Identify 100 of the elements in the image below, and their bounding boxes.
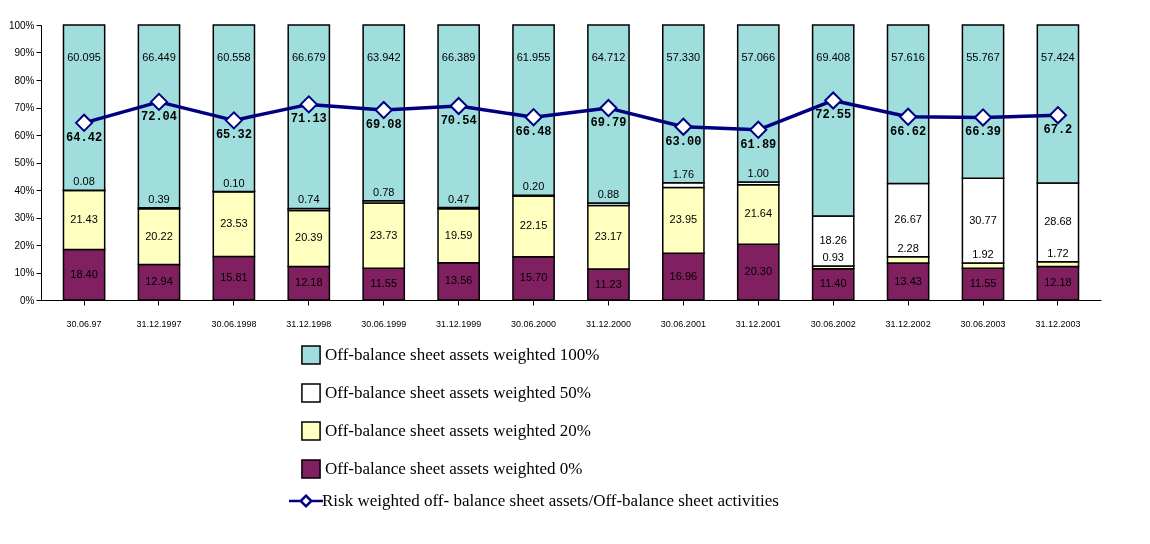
data-label: 0.47 [447,192,470,205]
data-label: 0.93 [822,251,844,264]
data-label: 0.88 [597,187,620,200]
y-tick-label: 90% [14,47,35,58]
y-tick-label: 0% [20,294,35,306]
y-tick-label: 80% [14,74,35,86]
x-tick-label: 31.12.1999 [436,318,482,329]
data-label: 11.40 [819,277,847,290]
data-label: 57.424 [1041,50,1075,63]
data-label: 0.08 [73,175,95,188]
data-label: 60.558 [217,51,251,64]
data-label: 66.62 [890,124,927,139]
data-label: 23.53 [220,217,248,230]
data-label: 18.26 [819,233,847,246]
data-label: 63.942 [366,50,401,63]
data-label: 64.712 [591,51,626,64]
data-label: 66.389 [441,50,476,63]
x-tick-label: 30.06.2001 [660,318,706,329]
data-label: 60.095 [67,50,101,63]
x-tick-label: 31.12.1998 [286,318,332,329]
data-label: 20.30 [744,265,773,278]
data-label: 11.55 [969,277,997,290]
data-label: 13.43 [894,274,922,287]
data-label: 67.2 [1043,123,1073,138]
data-label: 0.74 [298,193,320,206]
data-label: 11.23 [595,277,622,290]
y-tick-label: 30% [14,212,35,223]
data-label: 23.17 [594,230,623,243]
data-label: 13.56 [444,274,473,287]
data-label: 2.28 [897,241,919,254]
data-label: 1.00 [747,166,769,179]
x-tick-label: 31.12.2002 [885,318,931,329]
data-label: 19.59 [444,228,473,241]
data-label: 18.40 [70,267,98,280]
data-label: 15.81 [220,271,248,284]
data-label: 69.08 [365,118,402,133]
data-label: 0.39 [148,192,170,205]
data-label: 70.54 [440,114,477,129]
y-tick-label: 70% [14,102,35,113]
data-label: 66.679 [291,51,326,64]
x-tick-label: 31.12.2000 [585,318,631,329]
y-tick-label: 100% [8,19,35,31]
y-tick-label: 20% [14,239,35,251]
data-label: 26.67 [894,213,922,226]
x-tick-label: 30.06.97 [66,318,102,329]
data-label: 20.22 [145,229,173,242]
y-tick-label: 60% [14,129,35,141]
data-label: 57.616 [891,51,925,64]
data-label: 11.55 [370,277,398,290]
x-tick-label: 30.06.2002 [810,318,856,329]
data-label: 61.955 [516,50,551,63]
data-label: 0.10 [223,176,245,189]
y-tick-label: 10% [14,267,35,278]
data-label: 57.330 [666,51,701,63]
data-label: 57.066 [741,50,776,63]
legend-label: Off-balance sheet assets weighted 0% [325,459,583,478]
data-label: 71.13 [290,112,327,127]
data-label: 15.70 [519,271,548,284]
data-label: 16.96 [669,269,698,282]
data-label: 1.76 [672,167,695,180]
data-label: 72.04 [140,109,177,124]
data-label: 63.00 [665,134,702,149]
data-label: 12.94 [145,275,173,288]
data-label: 66.449 [142,51,176,63]
data-label: 20.39 [295,231,323,244]
data-label: 66.48 [515,125,552,140]
data-label: 66.39 [965,125,1002,140]
data-label: 69.408 [816,51,851,64]
x-tick-label: 30.06.2003 [960,318,1006,329]
data-label: 23.73 [369,228,398,241]
data-label: 1.72 [1047,246,1069,259]
legend-label: Risk weighted off- balance sheet assets/Off-balance sheet activities [322,491,779,510]
data-label: 61.89 [740,137,777,152]
x-tick-label: 31.12.2001 [735,318,781,329]
data-label: 72.55 [815,108,852,123]
data-label: 28.68 [1044,215,1072,228]
x-tick-label: 31.12.1997 [136,318,182,329]
x-tick-label: 30.06.1999 [361,318,407,329]
legend-label: Off-balance sheet assets weighted 50% [325,383,591,402]
data-label: 55.767 [966,50,1000,63]
data-label: 12.18 [1044,276,1072,289]
data-label: 0.78 [373,185,395,198]
data-label: 1.92 [972,247,994,260]
data-label: 21.64 [744,207,773,220]
legend-label: Off-balance sheet assets weighted 100% [325,345,600,364]
data-label: 21.43 [70,212,98,225]
data-label: 69.79 [590,116,627,131]
x-tick-label: 30.06.2000 [511,318,557,329]
data-label: 0.20 [522,180,545,193]
data-label: 30.77 [969,213,997,226]
legend-label: Off-balance sheet assets weighted 20% [325,421,591,440]
data-label: 12.18 [295,276,323,289]
x-tick-label: 30.06.1998 [211,318,257,329]
data-label: 65.32 [215,128,252,143]
y-tick-label: 50% [14,157,35,168]
x-tick-label: 31.12.2003 [1035,318,1081,329]
data-label: 64.42 [66,130,103,145]
y-tick-label: 40% [14,184,35,196]
data-label: 23.95 [669,213,698,226]
data-label: 22.15 [519,219,548,232]
